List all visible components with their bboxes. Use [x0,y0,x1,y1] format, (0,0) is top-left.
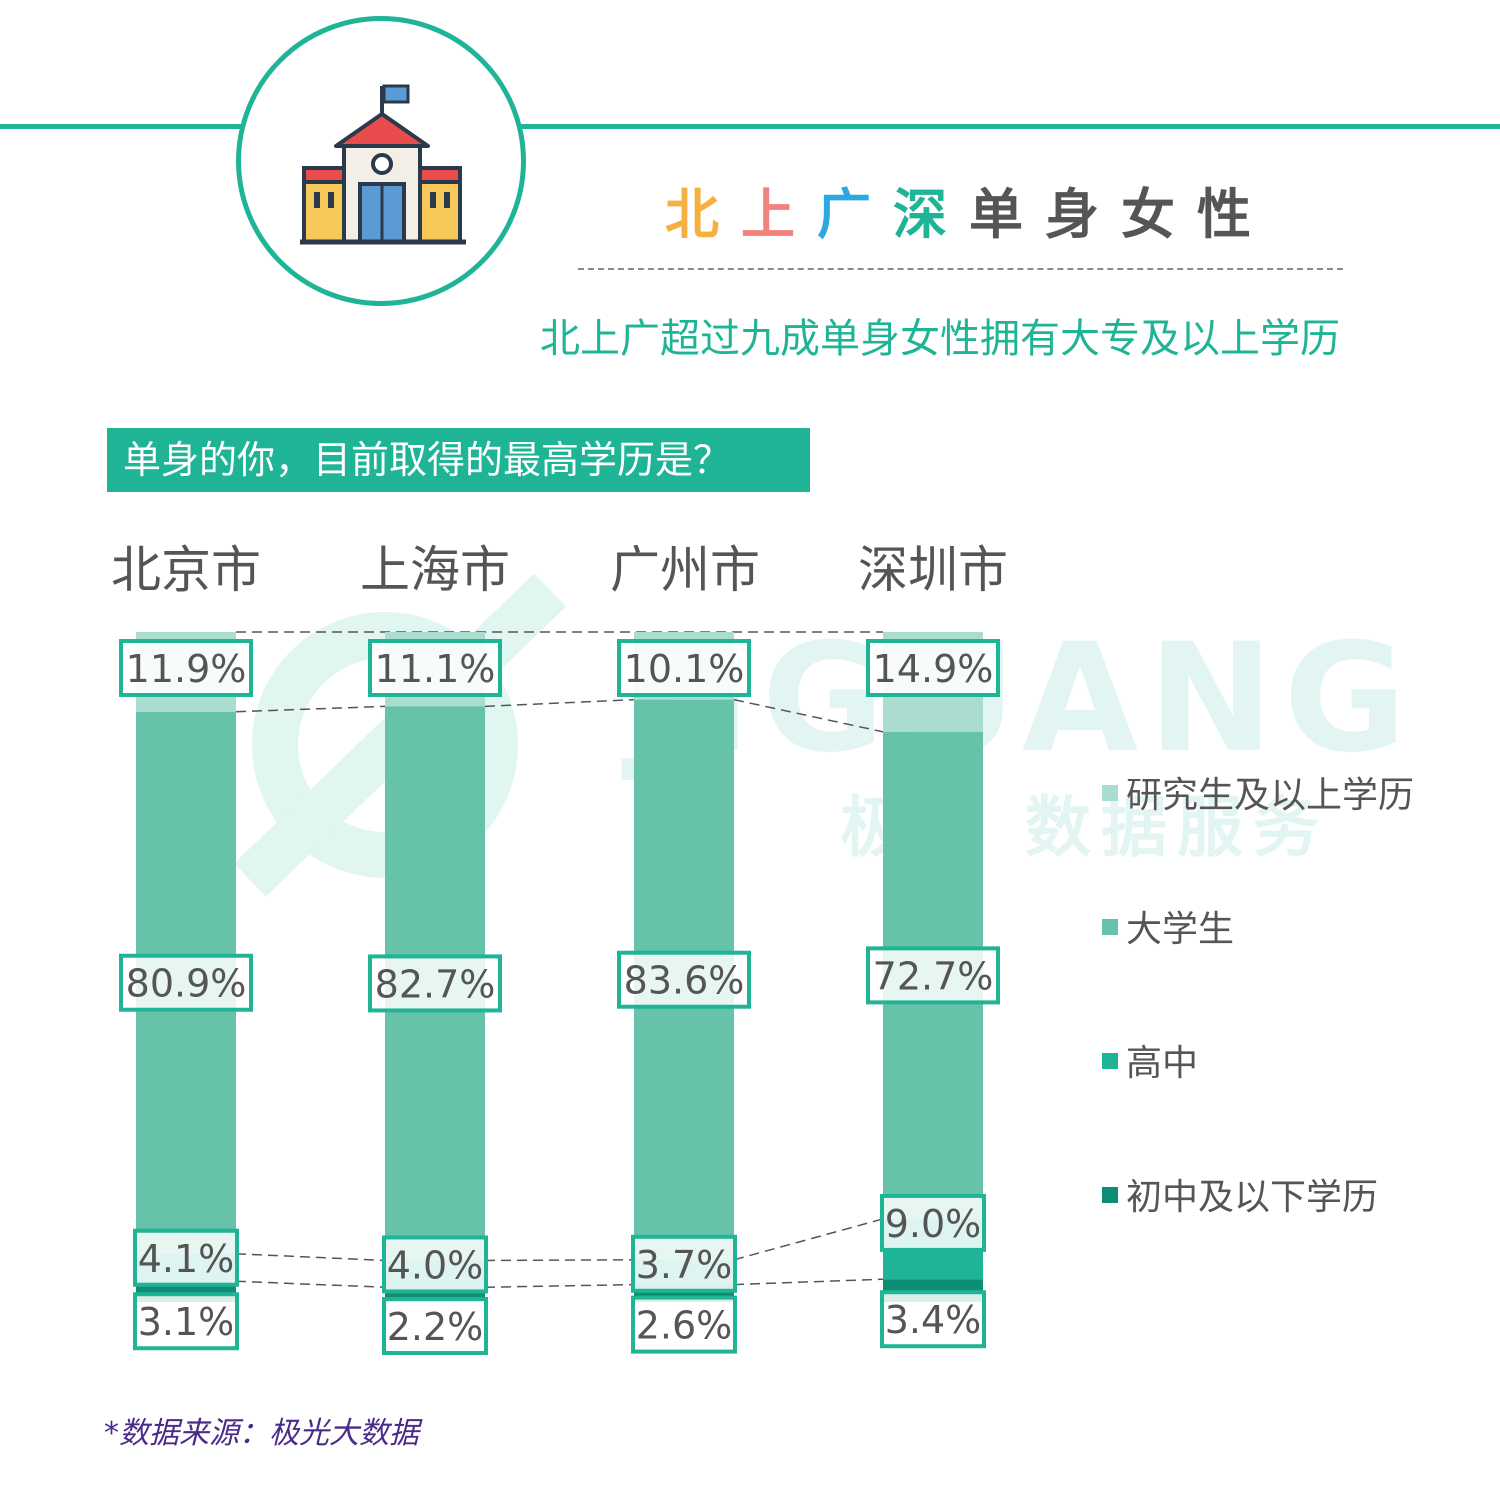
data-label-box [119,953,253,1012]
segment-connector [733,698,884,733]
data-label-text: 3.7% [636,1243,733,1287]
data-label-text: 80.9% [126,962,247,1006]
data-label-box [368,639,502,697]
data-label-text: 11.1% [375,647,496,691]
legend-label: 大学生 [1126,909,1235,950]
data-label: 3.4% [880,1290,986,1349]
data-label: 82.7% [368,954,502,1013]
data-label-text: 11.9% [126,647,247,691]
data-label: 72.7% [866,946,1000,1005]
data-label-text: 3.1% [138,1300,235,1344]
data-label-text: 4.1% [138,1237,235,1281]
legend-label: 研究生及以上学历 [1126,775,1415,816]
data-label-text: 3.4% [885,1298,982,1342]
data-label-box [133,1228,239,1287]
data-label: 4.0% [382,1235,488,1294]
data-label: 4.1% [133,1228,239,1287]
data-label-box [368,954,502,1013]
subtitle: 北上广超过九成单身女性拥有大专及以上学历 [540,316,1340,362]
data-label: 80.9% [119,953,253,1012]
data-label-box [617,950,751,1009]
segment-connector [733,1218,884,1261]
header-line [0,124,1500,129]
legend-item: 初中及以下学历 [1102,1168,1378,1220]
data-label-text: 2.6% [636,1304,733,1348]
data-label: 2.2% [382,1297,488,1355]
legend-item: 大学生 [1102,900,1234,952]
segment-connector [484,1259,635,1262]
segment-connector [733,1278,884,1286]
title-char: 单 [969,183,1027,246]
data-label-box [866,946,1000,1005]
page-title: 北上广深单身女性 [665,170,1273,246]
data-label-box [133,1292,239,1351]
data-label-box [631,1295,737,1354]
data-label-text: 9.0% [885,1202,982,1246]
segment-connector [484,1283,635,1289]
data-label: 3.7% [631,1234,737,1293]
data-label-text: 82.7% [375,962,496,1006]
data-label: 11.9% [119,639,253,697]
city-label-shanghai: 上海市 [360,541,510,599]
title-char: 深 [893,183,951,246]
data-source-note: *数据来源：极光大数据 [104,1416,419,1451]
title-char: 北 [665,183,723,246]
title-char: 广 [817,183,875,246]
question-banner: 单身的你，目前取得的最高学历是？ [107,428,810,492]
data-label-box [866,639,1000,697]
legend-swatch [1102,785,1118,801]
title-char: 性 [1197,183,1255,246]
city-label-guangzhou: 广州市 [610,541,760,599]
legend-swatch [1102,1053,1118,1069]
data-label: 83.6% [617,950,751,1009]
data-label-text: 83.6% [624,959,745,1003]
data-label-text: 72.7% [873,954,994,998]
data-label-text: 2.2% [387,1305,484,1349]
data-label-box [617,639,751,697]
segment-connector [235,1280,386,1289]
data-label: 9.0% [880,1193,986,1252]
data-label-box [880,1290,986,1349]
data-label-text: 4.0% [387,1243,484,1287]
legend-item: 高中 [1102,1034,1198,1086]
data-label-box [631,1234,737,1293]
data-label-box [382,1297,488,1355]
data-label-box [880,1193,986,1252]
data-label-box [119,639,253,697]
data-label: 11.1% [368,639,502,697]
city-label-shenzhen: 深圳市 [858,541,1008,599]
data-label: 3.1% [133,1292,239,1351]
data-label-text: 14.9% [873,647,994,691]
title-char: 上 [741,183,799,246]
data-label-box [382,1235,488,1294]
segment-connector [484,698,635,708]
legend-swatch [1102,919,1118,935]
legend-item: 研究生及以上学历 [1102,766,1414,818]
data-label: 2.6% [631,1295,737,1354]
data-label: 14.9% [866,639,1000,697]
legend-label: 初中及以下学历 [1126,1177,1379,1218]
segment-connector [235,705,386,713]
school-building-icon [300,80,470,254]
title-char: 身 [1045,183,1103,246]
data-label: 10.1% [617,639,751,697]
legend-swatch [1102,1187,1118,1203]
legend-label: 高中 [1126,1043,1199,1084]
data-label-text: 10.1% [624,647,745,691]
title-char: 女 [1121,183,1179,246]
city-label-beijing: 北京市 [111,541,261,599]
title-divider [578,268,1343,270]
segment-connector [235,1253,386,1262]
